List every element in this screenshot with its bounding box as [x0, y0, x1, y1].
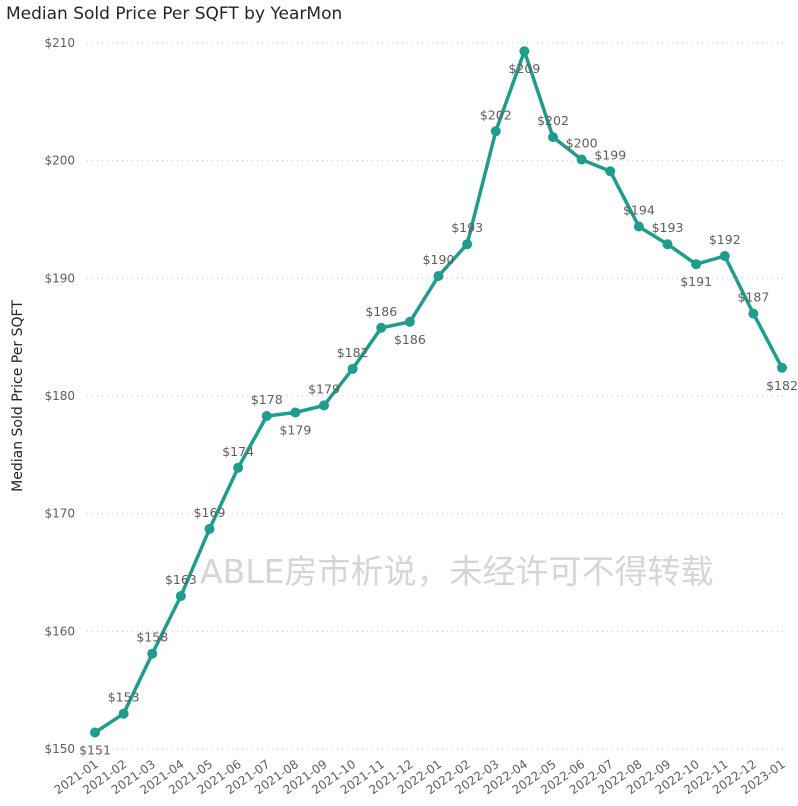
data-label: $186: [365, 304, 397, 319]
data-point: [462, 239, 473, 250]
data-label: $187: [737, 290, 769, 305]
gridlines: [87, 42, 783, 750]
data-point: [548, 132, 558, 143]
data-point: [719, 250, 730, 261]
data-point: [290, 407, 301, 418]
data-label: $200: [566, 135, 598, 150]
data-label: $151: [79, 743, 111, 758]
data-point: [404, 316, 415, 327]
watermark-text: ABLE房市析说，未经许可不得转载: [200, 552, 713, 591]
data-label: $190: [423, 252, 455, 267]
data-label: $202: [480, 107, 512, 122]
data-label: $179: [279, 422, 311, 437]
data-labels: $151 $153 $158 $163 $169 $174 $178 $179 $179 $182…: [79, 61, 798, 757]
data-point: [777, 362, 787, 373]
data-label: $194: [623, 203, 655, 218]
data-label: $202: [537, 113, 569, 128]
x-axis: 2021-012021-022021-032021-042021-052021-…: [52, 757, 788, 797]
data-label: $178: [251, 392, 283, 407]
data-label: $209: [508, 61, 540, 76]
data-label: $158: [136, 630, 168, 645]
data-point: [376, 322, 387, 333]
data-point: [433, 270, 444, 281]
data-point: [118, 708, 129, 719]
data-point: [605, 166, 616, 177]
y-tick-label: $190: [44, 271, 75, 285]
y-tick-label: $180: [44, 389, 75, 403]
data-point: [662, 239, 673, 250]
data-point: [233, 462, 244, 473]
data-label: $182: [766, 378, 798, 393]
data-point: [347, 363, 358, 374]
y-tick-label: $200: [44, 154, 75, 168]
y-tick-label: $160: [44, 624, 75, 638]
data-label: $169: [194, 505, 226, 520]
data-label: $186: [394, 332, 426, 347]
data-point: [633, 221, 644, 232]
data-point: [319, 400, 329, 411]
data-point: [90, 727, 100, 738]
data-point: [691, 259, 702, 270]
y-tick-label: $150: [44, 742, 75, 756]
data-label: $153: [108, 690, 140, 705]
y-tick-label: $210: [44, 36, 75, 50]
data-label: $192: [709, 232, 741, 247]
data-points: [90, 46, 787, 738]
data-point: [261, 411, 272, 422]
data-label: $182: [337, 345, 369, 360]
data-point: [576, 154, 587, 165]
data-label: $193: [451, 220, 483, 235]
data-point: [748, 308, 759, 319]
data-label: $193: [652, 220, 684, 235]
y-axis-title: Median Sold Price Per SQFT: [10, 300, 26, 492]
data-point: [490, 126, 501, 137]
data-label: $191: [680, 274, 712, 289]
data-label: $174: [222, 444, 254, 459]
y-axis: $150 $160 $170 $180 $190 $200 $210: [44, 36, 75, 756]
data-label: $163: [165, 572, 197, 587]
chart-title: Median Sold Price Per SQFT by YearMon: [6, 4, 343, 24]
series-line: [93, 49, 784, 735]
data-label: $179: [308, 381, 340, 396]
y-tick-label: $170: [44, 507, 75, 521]
data-point: [147, 648, 158, 659]
data-point: [204, 523, 215, 534]
data-label: $199: [594, 147, 626, 162]
data-point: [175, 591, 186, 602]
data-point: [519, 46, 530, 57]
